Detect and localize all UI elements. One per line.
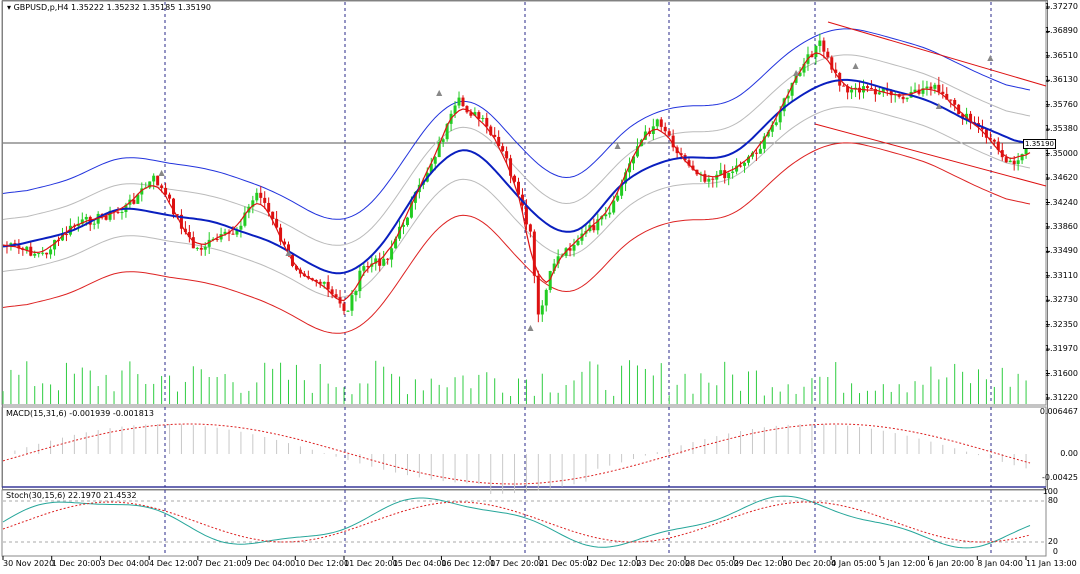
price-chart-pane[interactable]: ▾ GBPUSD,p,H4 1.35222 1.35232 1.35185 1.…	[2, 0, 1048, 490]
time-axis-label: 15 Dec 04:00	[392, 559, 447, 568]
macd-axis-label: -0.00425	[1042, 473, 1078, 482]
time-axis-label: 8 Jan 04:00	[977, 559, 1023, 568]
time-axis-label: 7 Dec 21:00	[197, 559, 247, 568]
price-chart-canvas[interactable]	[3, 1, 1049, 491]
price-axis-label: 1.36510	[1044, 50, 1078, 60]
time-axis-label: 4 Jan 05:00	[831, 559, 877, 568]
stoch-axis-label: 20	[1047, 537, 1058, 546]
macd-axis-label: 0.00	[1060, 449, 1078, 458]
current-price-tag: 1.35190	[1023, 139, 1056, 149]
time-axis-label: 22 Dec 12:00	[587, 559, 642, 568]
price-axis-label: 1.33490	[1044, 246, 1078, 256]
time-axis-label: 30 Dec 20:00	[782, 559, 837, 568]
stoch-axis-label: 80	[1047, 496, 1058, 505]
time-axis-label: 1 Dec 20:00	[51, 559, 101, 568]
time-axis-label: 6 Jan 20:00	[928, 559, 975, 568]
time-axis-label: 21 Dec 05:00	[538, 559, 593, 568]
price-axis-label: 1.35380	[1044, 124, 1078, 134]
time-axis: 30 Nov 2020 1 Dec 20:00 3 Dec 04:00 4 Dec 1…	[0, 557, 1080, 574]
time-axis-label: 29 Dec 12:00	[733, 559, 788, 568]
stoch-pane-frame	[1, 489, 1047, 557]
stoch-title: Stoch(30,15,6) 22.1970 21.4532	[6, 491, 137, 500]
price-axis-label: 1.34620	[1044, 173, 1078, 183]
stoch-axis-label: 0	[1052, 547, 1058, 556]
collapse-triangle-icon[interactable]: ▾	[7, 3, 12, 12]
price-axis-label: 1.33110	[1044, 270, 1078, 280]
price-axis-label: 1.32350	[1044, 319, 1078, 329]
price-axis-label: 1.31600	[1044, 368, 1078, 378]
time-axis-label: 17 Dec 20:00	[490, 559, 544, 568]
chart-symbol-title: ▾ GBPUSD,p,H4 1.35222 1.35232 1.35185 1.…	[7, 3, 211, 12]
time-axis-label: 23 Dec 20:00	[636, 559, 691, 568]
stoch-main-line	[2, 495, 1031, 549]
time-axis-label: 11 Dec 20:00	[344, 559, 398, 568]
price-axis-label: 1.36890	[1044, 26, 1078, 36]
time-axis-label: 10 Dec 12:00	[295, 559, 350, 568]
time-axis-label: 4 Dec 12:00	[149, 559, 198, 568]
macd-title: MACD(15,31,6) -0.001939 -0.001813	[6, 409, 154, 418]
price-axis-label: 1.32730	[1044, 295, 1078, 305]
price-axis-label: 1.37270	[1044, 2, 1078, 11]
price-axis-label: 1.36130	[1044, 75, 1078, 85]
macd-axis-label: 0.006467	[1039, 407, 1078, 416]
symbol-ohlc-text: GBPUSD,p,H4 1.35222 1.35232 1.35185 1.35…	[13, 3, 211, 12]
time-axis-label: 5 Jan 12:00	[879, 559, 926, 568]
time-axis-label: 30 Nov 2020	[3, 559, 55, 568]
price-axis-label: 1.31970	[1044, 344, 1078, 354]
price-axis-label: 1.31220	[1044, 393, 1078, 402]
price-axis-label: 1.33860	[1044, 221, 1078, 231]
time-axis-label: 28 Dec 05:00	[685, 559, 739, 568]
stoch-signal-line	[2, 501, 1031, 543]
time-axis-label: 9 Dec 04:00	[246, 559, 296, 568]
stoch-axis-label: 100	[1042, 487, 1058, 496]
time-axis-label: 11 Jan 13:00	[1026, 559, 1077, 568]
time-axis-label: 16 Dec 12:00	[441, 559, 496, 568]
price-axis-label: 1.34240	[1044, 197, 1078, 207]
price-axis-label: 1.35000	[1044, 148, 1078, 158]
time-axis-label: 3 Dec 04:00	[100, 559, 150, 568]
price-axis-label: 1.35760	[1044, 99, 1078, 109]
